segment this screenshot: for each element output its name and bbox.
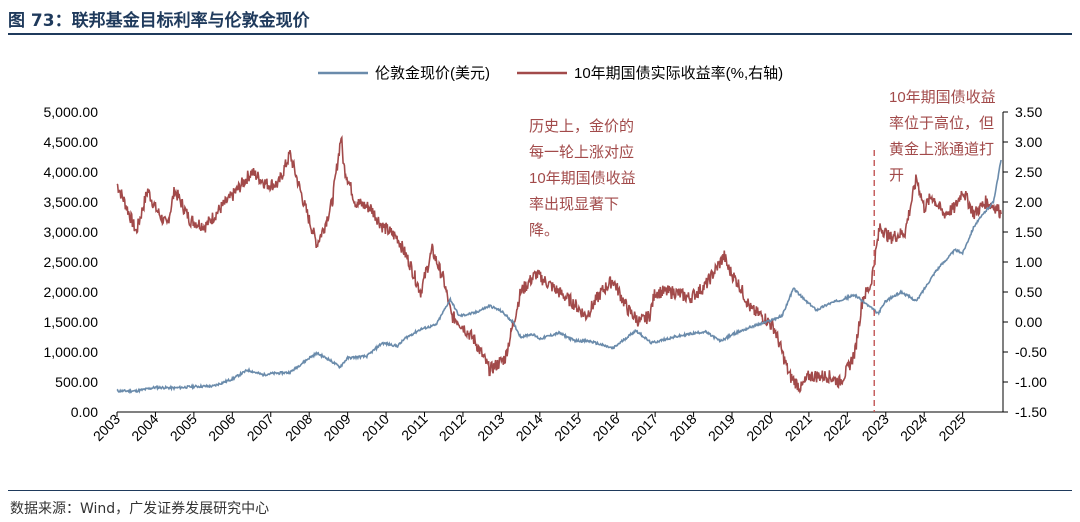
left-tick-label: 3,500.00: [44, 194, 99, 210]
legend: 伦敦金现价(美元) 10年期国债实际收益率(%,右轴): [318, 65, 783, 82]
annotation-left-line: 降。: [529, 222, 559, 239]
series-lines: [116, 135, 1002, 412]
left-tick-label: 1,500.00: [44, 314, 99, 330]
annotation-right-line: 10年期国债收益: [889, 89, 996, 106]
right-tick-label: 0.00: [1015, 314, 1042, 330]
x-tick-label: 2013: [474, 411, 507, 444]
x-tick-label: 2017: [628, 411, 661, 444]
x-tick-label: 2018: [666, 411, 699, 444]
right-tick-label: -0.50: [1015, 344, 1047, 360]
chart: 伦敦金现价(美元) 10年期国债实际收益率(%,右轴) 5,000.00 4,500…: [44, 65, 1048, 444]
x-tick-label: 2016: [589, 411, 622, 444]
x-tick-label: 2021: [782, 411, 815, 444]
yield-series-line: [116, 135, 1002, 394]
left-tick-label: 1,000.00: [44, 344, 99, 360]
right-tick-label: -1.50: [1015, 404, 1047, 420]
x-tick-label: 2019: [705, 411, 738, 444]
x-tick-label: 2004: [128, 411, 161, 444]
gold-series-line: [116, 159, 1002, 395]
title-rule: [8, 33, 1072, 35]
left-tick-label: 3,000.00: [44, 224, 99, 240]
annotation-right-line: 黄金上涨通道打: [889, 141, 994, 158]
right-tick-label: -1.00: [1015, 374, 1047, 390]
x-tick-label: 2008: [282, 411, 315, 444]
legend-label-gold: 伦敦金现价(美元): [375, 65, 490, 82]
legend-label-yield: 10年期国债实际收益率(%,右轴): [574, 65, 783, 82]
left-tick-label: 2,000.00: [44, 284, 99, 300]
right-tick-label: 1.50: [1015, 224, 1042, 240]
right-tick-label: 3.50: [1015, 104, 1042, 120]
x-tick-label: 2009: [320, 411, 353, 444]
x-tick-label: 2012: [436, 411, 469, 444]
x-tick-label: 2022: [820, 411, 853, 444]
right-tick-label: 0.50: [1015, 284, 1042, 300]
left-tick-label: 4,000.00: [44, 164, 99, 180]
left-tick-label: 2,500.00: [44, 254, 99, 270]
left-tick-label: 0.00: [71, 404, 98, 420]
x-tick-label: 2015: [551, 411, 584, 444]
right-tick-label: 2.00: [1015, 194, 1042, 210]
figure-title: 图 73：联邦基金目标利率与伦敦金现价: [8, 11, 310, 31]
footer-rule: [8, 490, 1072, 491]
right-tick-label: 3.00: [1015, 134, 1042, 150]
left-tick-label: 5,000.00: [44, 104, 99, 120]
x-tick-label: 2023: [859, 411, 892, 444]
x-tick-label: 2007: [244, 411, 277, 444]
left-tick-label: 4,500.00: [44, 134, 99, 150]
x-tick-label: 2010: [359, 411, 392, 444]
x-tick-label: 2006: [205, 411, 238, 444]
right-tick-label: 2.50: [1015, 164, 1042, 180]
x-tick-label: 2011: [398, 411, 431, 444]
annotation-left-line: 历史上，金价的: [529, 118, 634, 135]
annotation-right-line: 率位于高位，但: [889, 115, 994, 132]
x-tick-label: 2005: [167, 411, 200, 444]
right-tick-label: 1.00: [1015, 254, 1042, 270]
x-tick-label: 2025: [935, 411, 968, 444]
x-tick-label: 2014: [513, 411, 546, 444]
x-tick-label: 2024: [897, 411, 930, 444]
annotation-left-line: 10年期国债收益: [529, 170, 636, 187]
x-tick-label: 2020: [743, 411, 776, 444]
source-note: 数据来源：Wind，广发证券发展研究中心: [10, 501, 270, 517]
left-tick-label: 500.00: [55, 374, 98, 390]
annotations: 历史上，金价的每一轮上涨对应10年期国债收益率出现显著下降。10年期国债收益率位…: [529, 89, 996, 239]
annotation-left-line: 每一轮上涨对应: [529, 143, 634, 161]
annotation-right-line: 开: [889, 167, 904, 184]
annotation-left-line: 率出现显著下: [529, 196, 619, 213]
